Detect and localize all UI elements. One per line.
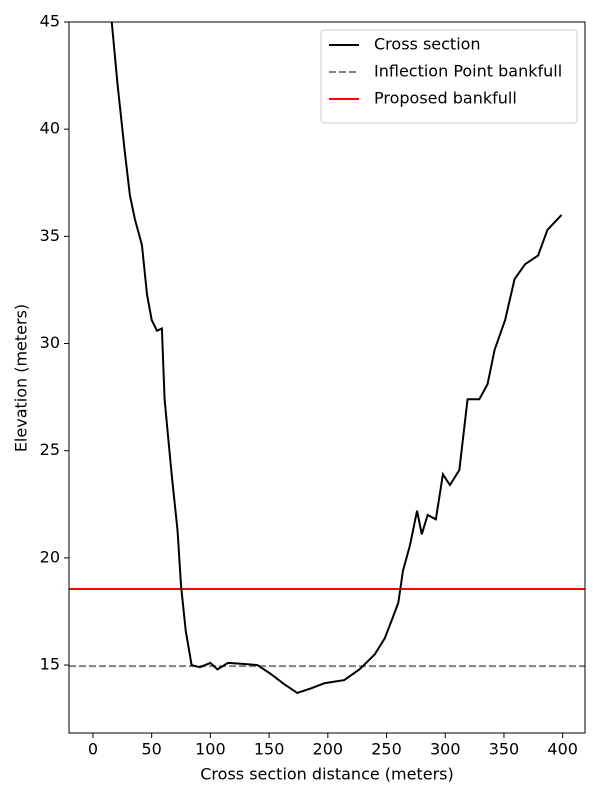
plot-frame — [68, 21, 586, 734]
y-tick-label: 20 — [40, 547, 60, 566]
legend-label: Proposed bankfull — [374, 89, 517, 108]
y-tick-label: 35 — [40, 226, 60, 245]
x-tick-label: 350 — [489, 740, 520, 759]
x-tick-label: 250 — [371, 740, 402, 759]
y-tick-label: 40 — [40, 119, 60, 138]
x-tick-label: 200 — [313, 740, 344, 759]
x-axis-label: Cross section distance (meters) — [200, 765, 453, 784]
cross-section-line — [110, 22, 563, 695]
x-tick-label: 300 — [430, 740, 461, 759]
x-tick-label: 150 — [254, 740, 285, 759]
x-tick-label: 50 — [141, 740, 161, 759]
y-tick-label: 45 — [40, 12, 60, 31]
x-tick-label: 100 — [195, 740, 226, 759]
legend-label: Cross section — [374, 35, 481, 54]
y-tick-label: 15 — [40, 655, 60, 674]
legend-box — [320, 29, 578, 124]
x-tick-label: 400 — [547, 740, 578, 759]
y-tick-label: 30 — [40, 333, 60, 352]
y-axis-label: Elevation (meters) — [12, 304, 31, 452]
y-tick-label: 25 — [40, 440, 60, 459]
x-tick-label: 0 — [88, 740, 98, 759]
legend-label: Inflection Point bankfull — [374, 62, 562, 81]
